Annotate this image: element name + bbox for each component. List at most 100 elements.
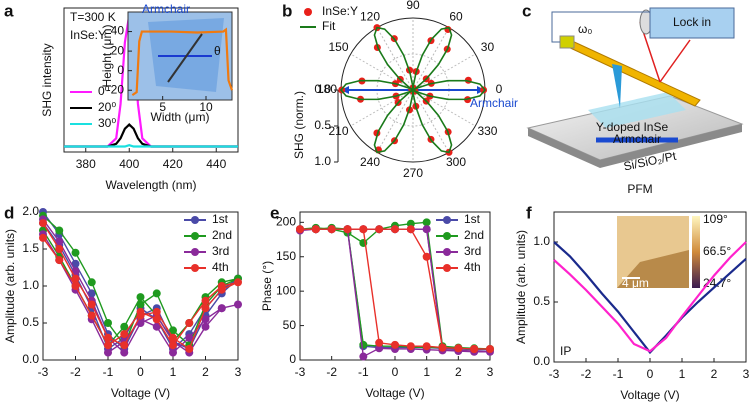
x-tick-label: 3 xyxy=(743,367,750,381)
data-point xyxy=(201,315,210,324)
data-point xyxy=(391,225,399,234)
x-tick-label: -2 xyxy=(581,367,592,381)
lock-in-box xyxy=(649,7,735,39)
legend-marker xyxy=(443,216,451,224)
r-axis-title: SHG (norm.) xyxy=(292,91,306,159)
data-point xyxy=(375,344,384,353)
x-tick-label: 10 xyxy=(199,100,213,114)
data-point xyxy=(39,233,47,242)
data-point xyxy=(296,225,304,234)
panel-label: b xyxy=(282,1,292,20)
data-point xyxy=(406,342,415,351)
data-point xyxy=(136,300,145,309)
data-point xyxy=(480,86,488,94)
x-tick-label: -3 xyxy=(549,367,560,381)
radial-grid xyxy=(412,53,476,91)
data-point xyxy=(406,219,415,228)
data-point xyxy=(152,307,161,316)
domain xyxy=(617,216,689,288)
x-tick-label: 420 xyxy=(163,157,183,171)
y-axis-title: Amplitude (arb. units) xyxy=(514,230,528,344)
x-tick-label: -1 xyxy=(103,365,114,379)
legend-marker xyxy=(443,232,451,240)
radial-grid xyxy=(412,89,476,127)
data-point xyxy=(201,322,210,331)
legend-label: 20⁰ xyxy=(98,100,116,114)
data-point xyxy=(185,319,194,327)
fit-line xyxy=(339,26,487,154)
data-point xyxy=(311,225,320,234)
angle-tick-label: 240 xyxy=(360,155,380,169)
data-point xyxy=(120,341,129,350)
angle-tick-label: 150 xyxy=(329,40,349,54)
data-point xyxy=(422,252,431,261)
sample-label: Y-doped InSe xyxy=(596,120,669,134)
tip xyxy=(612,64,622,108)
legend-label: 3rd xyxy=(464,244,481,258)
x-tick-label: 0 xyxy=(647,367,654,381)
data-line xyxy=(553,241,747,353)
colorbar-label: 109° xyxy=(703,212,728,226)
x-tick-label: 2 xyxy=(455,365,462,379)
data-point xyxy=(234,300,242,309)
y-axis-title: Height (μm) xyxy=(100,25,114,88)
angle-tick-label: 270 xyxy=(403,166,423,180)
legend-label: 0⁰ xyxy=(98,84,110,98)
data-point xyxy=(359,225,368,234)
x-axis-title: Wavelength (nm) xyxy=(106,178,197,192)
data-point xyxy=(359,340,368,349)
legend-label: 2nd xyxy=(212,228,232,242)
caption: PFM xyxy=(627,182,652,196)
legend-marker xyxy=(191,232,199,240)
x-tick-label: 440 xyxy=(206,157,226,171)
wire xyxy=(551,11,650,43)
data-point xyxy=(120,330,129,339)
y-tick-label: 1.5 xyxy=(22,241,39,255)
angle-tick-label: 300 xyxy=(446,155,466,169)
x-tick-label: 2 xyxy=(202,365,209,379)
y-tick-label: 1.0 xyxy=(533,234,550,248)
annotation: IP xyxy=(560,344,571,358)
data-point xyxy=(234,278,242,287)
data-point xyxy=(438,343,447,352)
data-point xyxy=(120,348,129,357)
data-point xyxy=(39,219,47,228)
data-point xyxy=(152,322,161,331)
data-line xyxy=(131,27,234,97)
radial-grid xyxy=(350,89,414,127)
substrate-edge xyxy=(528,124,742,168)
data-point xyxy=(375,338,384,347)
lock-in-label: Lock in xyxy=(673,15,711,29)
data-line xyxy=(300,228,490,350)
radial-grid xyxy=(350,53,414,91)
data-point xyxy=(87,311,96,320)
annotation: T=300 K xyxy=(70,10,116,24)
y-tick-label: 0.5 xyxy=(22,315,39,329)
panel-label: a xyxy=(4,1,14,20)
axes-frame xyxy=(127,11,233,101)
legend-marker xyxy=(443,248,451,256)
data-point xyxy=(201,296,210,305)
holder xyxy=(559,35,575,49)
data-point xyxy=(87,289,96,298)
x-tick-label: 380 xyxy=(76,157,96,171)
data-point xyxy=(152,315,161,324)
angle-tick-label: 330 xyxy=(477,124,497,138)
x-tick-label: 3 xyxy=(235,365,242,379)
y-tick-label: 20 xyxy=(111,43,125,57)
y-tick-label: 0.5 xyxy=(533,294,550,308)
y-tick-label: 2.0 xyxy=(22,204,39,218)
legend-marker xyxy=(191,216,199,224)
data-point xyxy=(169,348,177,357)
data-point xyxy=(185,333,194,342)
angle-tick-label: 90 xyxy=(406,0,420,12)
y-axis-title: Phase (°) xyxy=(260,261,274,311)
data-point xyxy=(391,340,399,349)
data-point xyxy=(185,344,194,353)
y-tick-label: 0 xyxy=(289,352,296,366)
x-tick-label: -3 xyxy=(295,365,306,379)
x-tick-label: 1 xyxy=(679,367,686,381)
x-axis-title: Width (μm) xyxy=(151,110,210,124)
angle-tick-label: 0 xyxy=(496,82,503,96)
panel-label: e xyxy=(270,203,279,222)
